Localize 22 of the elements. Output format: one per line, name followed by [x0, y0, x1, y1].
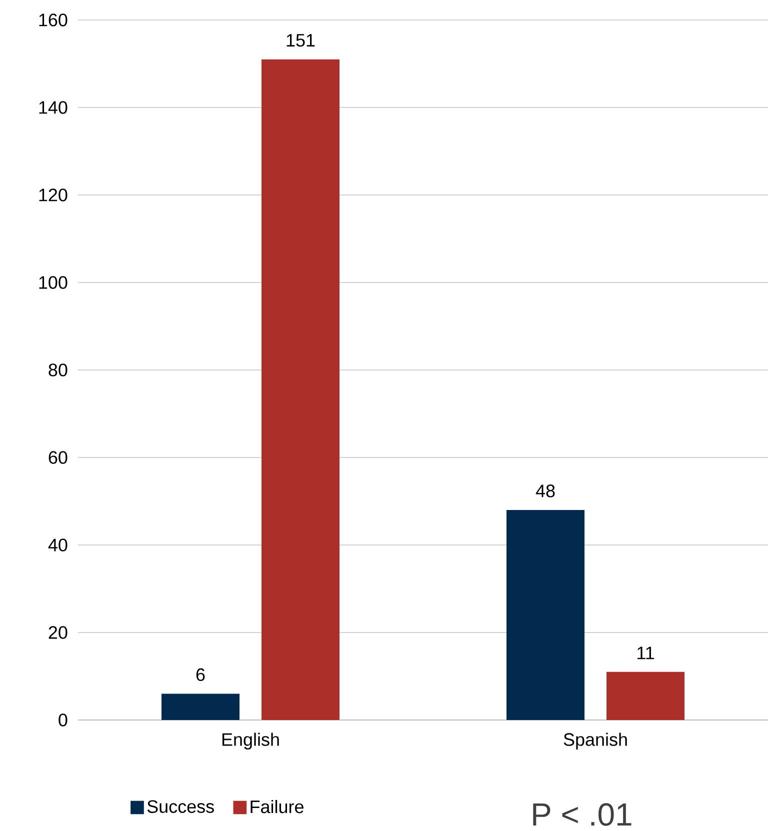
y-tick-label: 140: [39, 101, 68, 114]
data-label: 11: [638, 646, 654, 660]
y-tick-label: 120: [39, 188, 68, 202]
y-tick-label: 20: [48, 626, 68, 639]
legend-label: Failure: [250, 800, 304, 814]
data-label: 6: [196, 668, 205, 682]
y-tick-label: 60: [48, 451, 68, 464]
data-label: 151: [286, 34, 315, 47]
bar: [262, 59, 340, 720]
y-tick-label: 80: [48, 364, 68, 376]
y-tick-label: 0: [58, 714, 68, 726]
bar: [506, 510, 585, 720]
y-tick-label: 160: [39, 14, 68, 26]
x-tick-label: Spanish: [564, 732, 627, 750]
text: P < .01: [533, 803, 632, 826]
bar: [606, 672, 685, 720]
bar: [162, 694, 240, 720]
legend-label: Success: [147, 800, 214, 813]
y-tick-label: 40: [48, 538, 68, 552]
data-label: 48: [536, 484, 555, 498]
x-tick-label: English: [222, 732, 279, 750]
y-tick-label: 100: [39, 276, 68, 289]
